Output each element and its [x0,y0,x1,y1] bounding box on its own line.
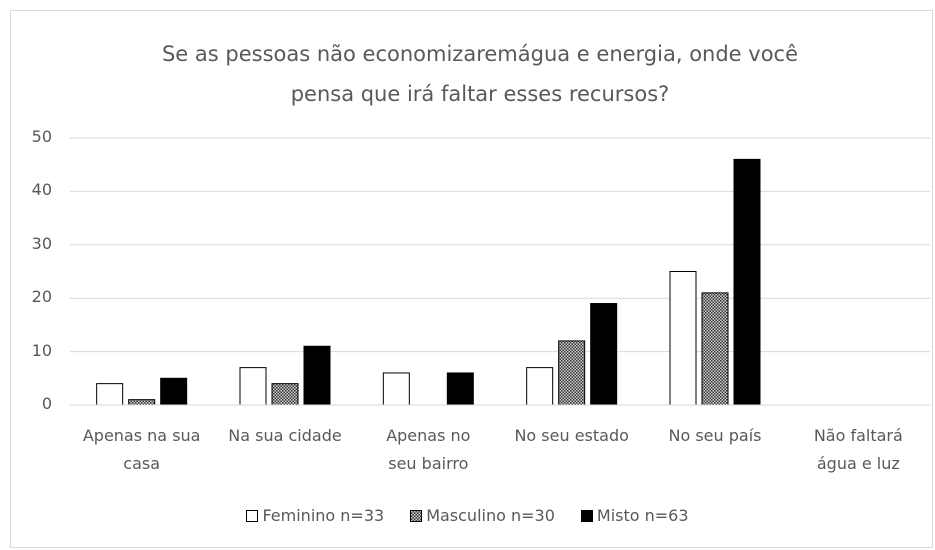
y-tick-label: 10 [31,340,52,360]
bar [128,399,156,406]
legend-swatch [410,509,423,522]
bar [590,303,618,406]
bar [96,383,124,406]
x-tick-label: Não faltará água e luz [813,426,903,473]
bar [303,345,331,406]
bar [669,271,697,406]
y-tick-label: 40 [31,180,52,200]
legend-label: Misto n=63 [596,506,689,525]
chart-frame [10,10,933,548]
y-tick-label: 20 [31,287,52,307]
bar [701,292,729,406]
x-tick-label: No seu país [668,426,762,445]
legend-swatch [246,509,259,522]
bar [271,383,299,406]
legend-item: Misto n=63 [580,506,689,525]
legend-item: Masculino n=30 [410,506,555,525]
bar [558,340,586,406]
legend-item: Feminino n=33 [246,506,384,525]
bar [526,367,554,406]
bar [160,377,188,406]
y-tick-label: 50 [31,127,52,146]
bar [733,158,761,406]
x-tick-label: No seu estado [514,426,629,445]
y-tick-label: 0 [41,394,52,413]
y-tick-label: 30 [31,233,52,253]
x-tick-label: Apenas na sua casa [82,426,201,473]
bar [239,367,267,406]
legend: Feminino n=33 Masculino n=30 Misto n=63 [0,506,935,525]
x-tick-label: Na sua cidade [228,426,342,445]
legend-label: Feminino n=33 [262,506,385,525]
chart-title: Se as pessoas não economizaremágua e ene… [161,42,799,106]
bar [382,372,410,406]
legend-swatch [580,509,593,522]
legend-label: Masculino n=30 [426,506,555,525]
bar [446,372,474,406]
x-tick-label: Apenas no seu bairro [386,426,471,473]
